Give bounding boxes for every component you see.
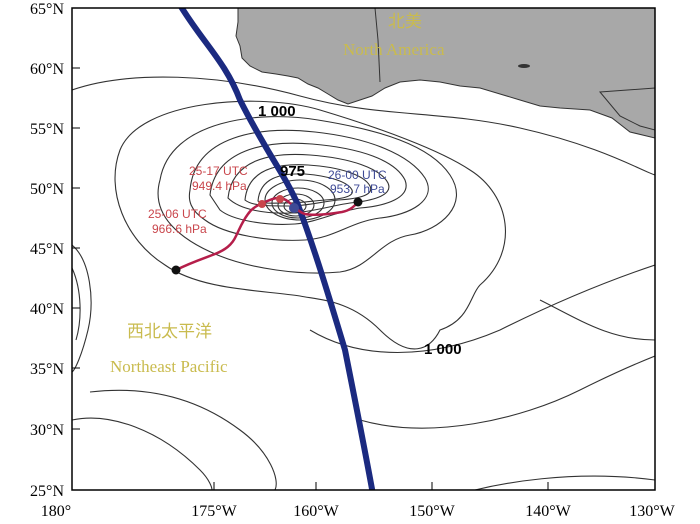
x-tick-label: 150°W	[409, 503, 455, 520]
track-point-25-17	[276, 195, 284, 203]
pacific-label-cn: 西北太平洋	[127, 322, 212, 342]
x-tick-label: 180°	[41, 503, 71, 520]
pacific-label-en: Northeast Pacific	[110, 357, 228, 376]
y-tick-label: 45°N	[30, 241, 64, 258]
y-tick-label: 35°N	[30, 361, 64, 378]
contour-label-975: 975	[280, 163, 305, 180]
jet-axis-line	[178, 8, 376, 490]
y-axis-labels: 65°N 60°N 55°N 50°N 45°N 40°N 35°N 30°N …	[30, 1, 64, 500]
x-axis-labels: 180° 175°W 160°W 150°W 140°W 130°W	[41, 503, 676, 520]
north-america-land	[235, 8, 655, 139]
x-tick-label: 140°W	[525, 503, 571, 520]
border-line	[374, 8, 381, 83]
isobar-contours	[72, 76, 655, 490]
x-tick-label: 160°W	[293, 503, 339, 520]
small-island-icon	[518, 64, 530, 68]
track-start-marker	[171, 265, 181, 275]
annotation-25-06-time: 25-06 UTC	[148, 207, 207, 221]
y-tick-label: 50°N	[30, 181, 64, 198]
annotation-25-06-pressure: 966.6 hPa	[152, 222, 207, 236]
axis-ticks	[71, 7, 656, 491]
annotation-26-00-time: 26-00 UTC	[328, 168, 387, 182]
x-tick-label: 130°W	[629, 503, 675, 520]
contour-label-1000-bottom: 1 000	[424, 341, 462, 358]
y-tick-label: 60°N	[30, 61, 64, 78]
contour-label-1000-top: 1 000	[258, 103, 296, 120]
track-end-marker	[353, 197, 363, 207]
land-strip	[598, 87, 655, 131]
track-point-26-00	[289, 203, 299, 213]
y-tick-label: 30°N	[30, 422, 64, 439]
north-america-label-cn: 北美	[388, 12, 422, 32]
y-tick-label: 65°N	[30, 1, 64, 18]
plot-frame	[71, 7, 656, 491]
track-point-25-06	[258, 200, 266, 208]
x-tick-label: 175°W	[191, 503, 237, 520]
y-tick-label: 40°N	[30, 301, 64, 318]
y-tick-label: 25°N	[30, 483, 64, 500]
annotation-25-17-pressure: 949.4 hPa	[192, 179, 247, 193]
annotation-26-00-pressure: 953.7 hPa	[330, 182, 385, 196]
north-america-label-en: North America	[343, 40, 445, 59]
y-tick-label: 55°N	[30, 121, 64, 138]
annotation-25-17-time: 25-17 UTC	[189, 164, 248, 178]
